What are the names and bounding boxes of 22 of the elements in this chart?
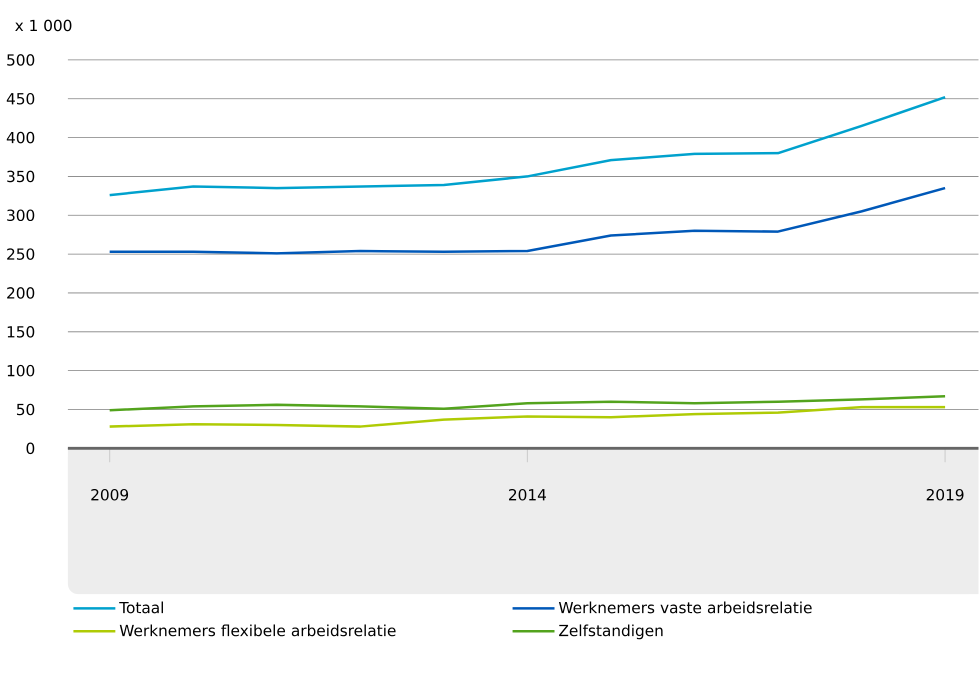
y-tick-label: 50 — [16, 404, 34, 416]
y-tick-label: 300 — [7, 210, 34, 222]
y-tick-label: 450 — [6, 92, 34, 105]
x-tick-label: 2009 — [91, 489, 128, 501]
y-tick-label: 200 — [7, 287, 34, 299]
y-tick-label: 150 — [8, 326, 34, 338]
legend-label: Werknemers flexibele arbeidsrelatie — [120, 624, 396, 636]
legend-label: Werknemers vaste arbeidsrelatie — [558, 602, 812, 614]
y-tick-label: 250 — [7, 248, 34, 260]
line-series — [108, 395, 946, 412]
y-axis-title: x 1 000 — [15, 20, 72, 32]
y-tick-label: 350 — [7, 170, 34, 182]
y-tick-label: 0 — [26, 442, 34, 454]
x-tick-label: 2014 — [509, 489, 546, 501]
x-tick-label: 2019 — [926, 489, 964, 501]
line-series — [108, 406, 946, 428]
legend-label: Totaal — [119, 602, 163, 614]
y-tick-label: 400 — [6, 132, 34, 144]
legend-label: Zelfstandigen — [559, 624, 663, 640]
line-series — [108, 186, 946, 255]
y-tick-label: 500 — [7, 54, 34, 66]
y-tick-label: 100 — [8, 364, 34, 376]
